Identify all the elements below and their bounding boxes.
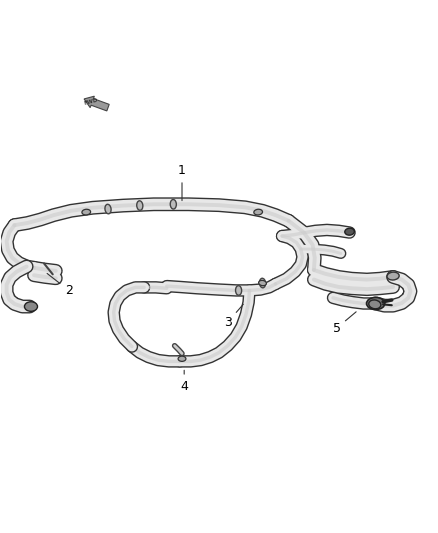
- Ellipse shape: [170, 199, 177, 209]
- Ellipse shape: [258, 280, 266, 286]
- Text: 2: 2: [47, 273, 73, 297]
- Text: FWD: FWD: [83, 98, 98, 106]
- Ellipse shape: [367, 297, 385, 310]
- Text: 5: 5: [332, 312, 356, 335]
- Ellipse shape: [387, 272, 399, 280]
- Ellipse shape: [345, 228, 354, 235]
- FancyArrow shape: [84, 96, 109, 111]
- Ellipse shape: [137, 201, 143, 211]
- Ellipse shape: [25, 302, 38, 311]
- Ellipse shape: [259, 278, 265, 288]
- Ellipse shape: [254, 209, 262, 215]
- Text: 1: 1: [178, 164, 186, 200]
- Ellipse shape: [236, 286, 242, 295]
- Text: 4: 4: [180, 370, 188, 393]
- Text: 3: 3: [224, 304, 243, 329]
- Ellipse shape: [82, 209, 91, 215]
- Ellipse shape: [369, 300, 381, 309]
- Ellipse shape: [105, 204, 111, 214]
- Ellipse shape: [178, 356, 186, 361]
